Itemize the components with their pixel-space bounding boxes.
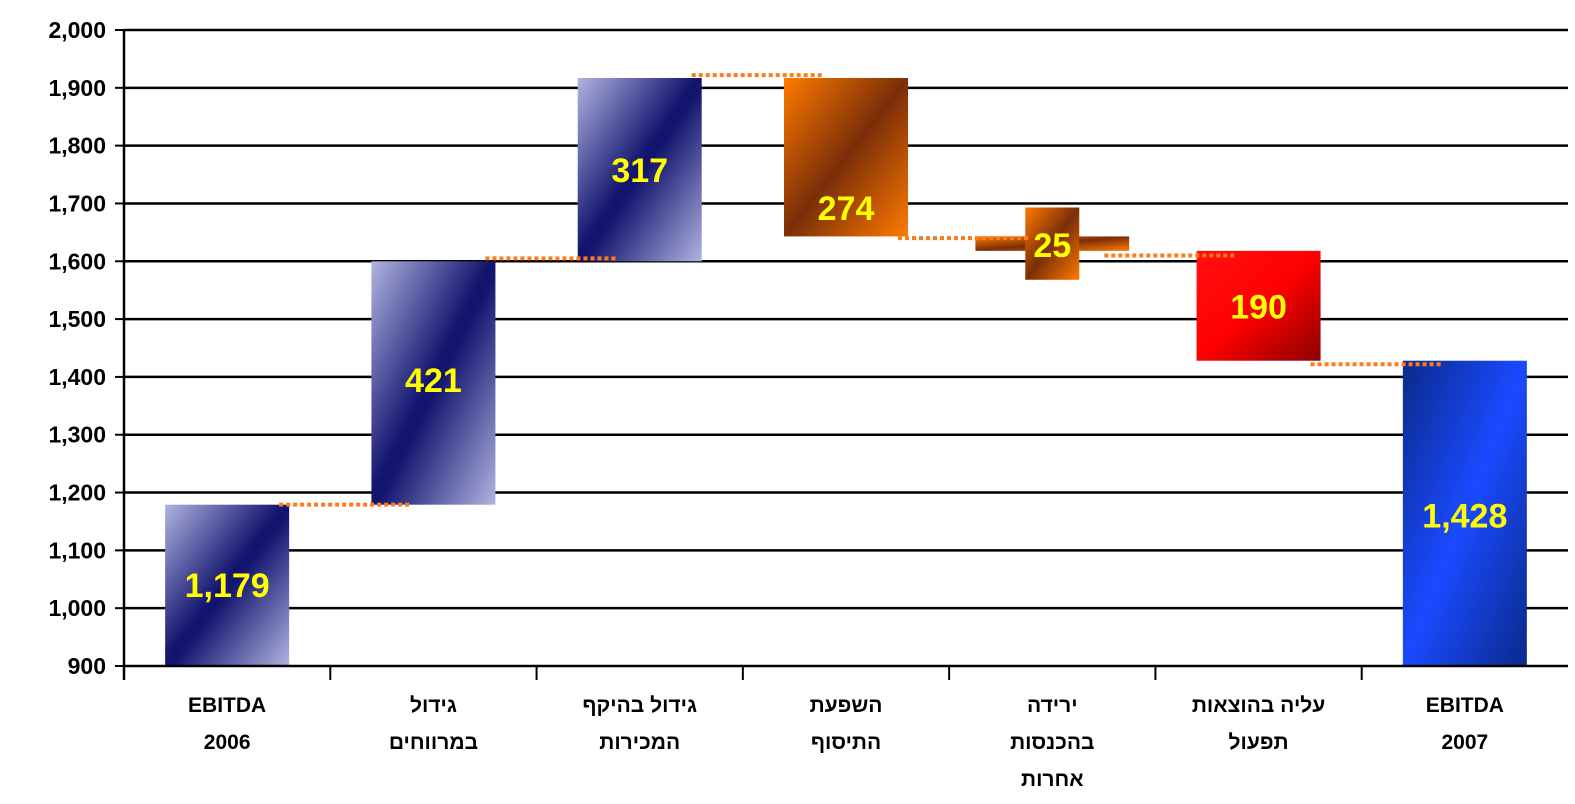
bar xyxy=(1196,250,1321,361)
y-tick-label: 1,500 xyxy=(48,306,106,332)
x-category-label: תפעול xyxy=(1229,731,1289,754)
bar-label-box xyxy=(1025,207,1080,280)
x-category-label: המכירות xyxy=(599,731,680,754)
bar xyxy=(1402,360,1527,666)
x-category-label: גידול xyxy=(410,694,457,717)
data-label: 1,179 xyxy=(185,567,270,605)
x-category-label: גידול בהיקף xyxy=(582,694,697,717)
bar xyxy=(577,77,702,262)
y-tick-label: 1,000 xyxy=(48,595,106,621)
x-axis: EBITDA 2006 גידול במרווחים גידול בהיקף המכירו… xyxy=(124,664,1568,791)
y-tick-label: 1,800 xyxy=(48,133,106,159)
data-label: 25 xyxy=(1033,227,1071,265)
x-category-label: 2007 xyxy=(1441,731,1488,754)
x-category-label: עליה בהוצאות xyxy=(1192,694,1325,717)
bar xyxy=(165,504,290,666)
x-category-label: השפעת xyxy=(810,694,883,717)
y-tick-label: 1,300 xyxy=(48,422,106,448)
data-label: 274 xyxy=(818,190,875,228)
bar xyxy=(371,261,496,505)
x-category-label: ירידה xyxy=(1027,694,1078,717)
y-tick-label: 1,200 xyxy=(48,480,106,506)
y-tick-label: 1,600 xyxy=(48,248,106,274)
y-tick-label: 1,900 xyxy=(48,75,106,101)
x-category-label: אחרות xyxy=(1021,768,1084,791)
connectors xyxy=(279,73,1443,507)
data-label: 317 xyxy=(611,152,668,190)
y-tick-label: 1,100 xyxy=(48,537,106,563)
x-category-label: במרווחים xyxy=(389,731,478,754)
x-category-label: EBITDA xyxy=(188,694,266,717)
x-category-label: התיסוף xyxy=(811,731,881,754)
y-axis: 900 1,000 1,100 1,200 1,300 1,400 1,500 1,600 1,… xyxy=(48,17,126,680)
x-category-label: בהכנסות xyxy=(1010,731,1094,754)
data-label: 1,428 xyxy=(1422,498,1507,536)
x-category-label: 2006 xyxy=(204,731,251,754)
data-label: 190 xyxy=(1230,288,1287,326)
y-tick-label: 900 xyxy=(68,653,106,679)
data-labels: 1,179 421 317 274 25 190 1,428 xyxy=(185,152,1508,605)
y-tick-label: 1,700 xyxy=(48,190,106,216)
data-label: 421 xyxy=(405,362,462,400)
x-category-label: EBITDA xyxy=(1426,694,1504,717)
y-tick-label: 2,000 xyxy=(48,17,106,43)
bar xyxy=(784,77,908,237)
y-tick-label: 1,400 xyxy=(48,364,106,390)
bars xyxy=(165,77,1527,666)
